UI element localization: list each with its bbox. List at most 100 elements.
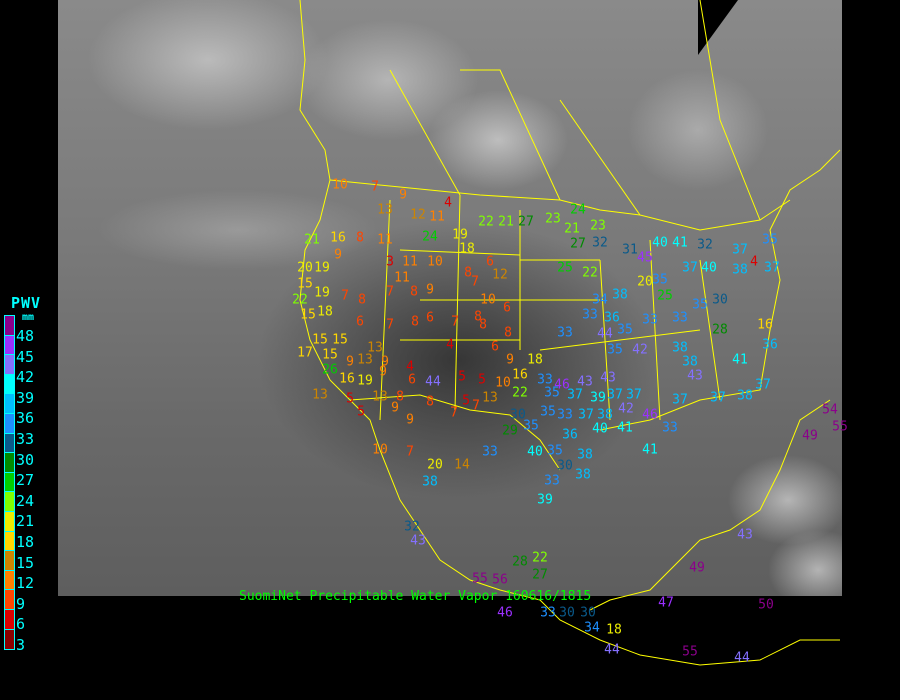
station-pwv-value: 15: [322, 347, 338, 363]
station-pwv-value: 23: [545, 211, 561, 227]
station-pwv-value: 3: [386, 254, 394, 270]
station-pwv-value: 8: [411, 314, 419, 330]
legend-label: 18: [16, 533, 35, 551]
station-pwv-value: 7: [386, 284, 394, 300]
station-pwv-value: 16: [330, 230, 346, 246]
station-pwv-value: 33: [582, 307, 598, 323]
legend-swatch: [5, 316, 14, 336]
station-pwv-value: 44: [734, 650, 750, 666]
station-pwv-value: 54: [822, 402, 838, 418]
station-pwv-value: 22: [532, 550, 548, 566]
legend-swatch: [5, 355, 14, 375]
station-pwv-value: 14: [454, 457, 470, 473]
station-pwv-value: 30: [510, 407, 526, 423]
station-pwv-value: 43: [577, 374, 593, 390]
station-pwv-value: 39: [537, 492, 553, 508]
station-pwv-value: 7: [451, 314, 459, 330]
station-pwv-value: 9: [346, 354, 354, 370]
station-pwv-value: 10: [372, 442, 388, 458]
station-pwv-value: 49: [689, 560, 705, 576]
legend-swatch: [5, 511, 14, 532]
station-pwv-value: 35: [652, 272, 668, 288]
station-pwv-value: 30: [559, 605, 575, 621]
station-pwv-value: 16: [757, 317, 773, 333]
station-pwv-value: 41: [672, 235, 688, 251]
station-pwv-value: 13: [312, 387, 328, 403]
legend-swatch: [5, 629, 14, 650]
station-pwv-value: 40: [652, 235, 668, 251]
station-pwv-value: 9: [381, 354, 389, 370]
station-pwv-value: 25: [657, 288, 673, 304]
station-pwv-value: 5: [346, 391, 354, 407]
legend-swatch: [5, 472, 14, 493]
legend-color-bar: [4, 315, 15, 651]
legend-label: 6: [16, 615, 26, 634]
station-pwv-value: 7: [406, 444, 414, 460]
legend-swatch: [5, 551, 14, 571]
station-pwv-value: 11: [377, 232, 393, 248]
station-pwv-value: 6: [356, 314, 364, 330]
station-pwv-value: 40: [527, 444, 543, 460]
station-pwv-value: 28: [512, 554, 528, 570]
station-pwv-value: 35: [540, 404, 556, 420]
legend-swatch: [5, 570, 14, 591]
station-pwv-value: 46: [497, 605, 513, 621]
station-pwv-value: 8: [504, 325, 512, 341]
station-pwv-value: 41: [617, 420, 633, 436]
station-pwv-value: 8: [426, 394, 434, 410]
station-pwv-value: 37: [578, 407, 594, 423]
station-pwv-value: 43: [687, 368, 703, 384]
station-pwv-value: 33: [557, 325, 573, 341]
station-pwv-value: 35: [762, 232, 778, 248]
station-pwv-value: 4: [444, 195, 452, 211]
station-pwv-value: 33: [662, 420, 678, 436]
station-pwv-value: 11: [402, 254, 418, 270]
legend-swatch: [5, 609, 14, 630]
station-pwv-value: 37: [764, 260, 780, 276]
station-pwv-value: 22: [478, 214, 494, 230]
station-pwv-value: 7: [471, 274, 479, 290]
station-pwv-value: 20: [637, 274, 653, 290]
legend-label: 15: [16, 553, 35, 572]
station-pwv-value: 9: [406, 412, 414, 428]
station-pwv-value: 42: [618, 401, 634, 417]
legend-label: 21: [16, 512, 35, 531]
state-lines: [379, 0, 761, 421]
station-pwv-value: 43: [600, 370, 616, 386]
station-pwv-value: 33: [672, 310, 688, 326]
station-pwv-value: 10: [480, 292, 496, 308]
station-pwv-value: 35: [692, 297, 708, 313]
station-pwv-value: 8: [410, 284, 418, 300]
station-pwv-value: 9: [391, 400, 399, 416]
station-pwv-value: 41: [642, 442, 658, 458]
station-pwv-value: 34: [592, 292, 608, 308]
station-pwv-value: 7: [472, 398, 480, 414]
station-pwv-value: 55: [832, 419, 848, 435]
station-pwv-value: 36: [604, 310, 620, 326]
station-pwv-value: 11: [429, 209, 445, 225]
station-pwv-value: 35: [544, 385, 560, 401]
station-pwv-value: 13: [357, 352, 373, 368]
station-pwv-value: 41: [732, 352, 748, 368]
station-pwv-value: 7: [386, 317, 394, 333]
legend-label: 30: [16, 450, 35, 469]
station-pwv-value: 20: [427, 457, 443, 473]
station-pwv-value: 19: [314, 260, 330, 276]
legend-swatch: [5, 394, 14, 414]
legend-unit: mm: [22, 312, 35, 323]
station-pwv-value: 18: [606, 622, 622, 638]
station-pwv-value: 10: [427, 254, 443, 270]
station-pwv-value: 55: [472, 571, 488, 587]
station-pwv-value: 18: [527, 352, 543, 368]
station-pwv-value: 9: [399, 187, 407, 203]
legend-swatch: [5, 531, 14, 552]
station-pwv-value: 30: [580, 605, 596, 621]
station-pwv-value: 6: [503, 300, 511, 316]
station-pwv-value: 7: [341, 288, 349, 304]
station-pwv-value: 56: [492, 572, 508, 588]
station-pwv-value: 46: [642, 407, 658, 423]
station-pwv-value: 37: [567, 387, 583, 403]
legend-swatch: [5, 374, 14, 395]
legend-label: 12: [16, 574, 35, 593]
